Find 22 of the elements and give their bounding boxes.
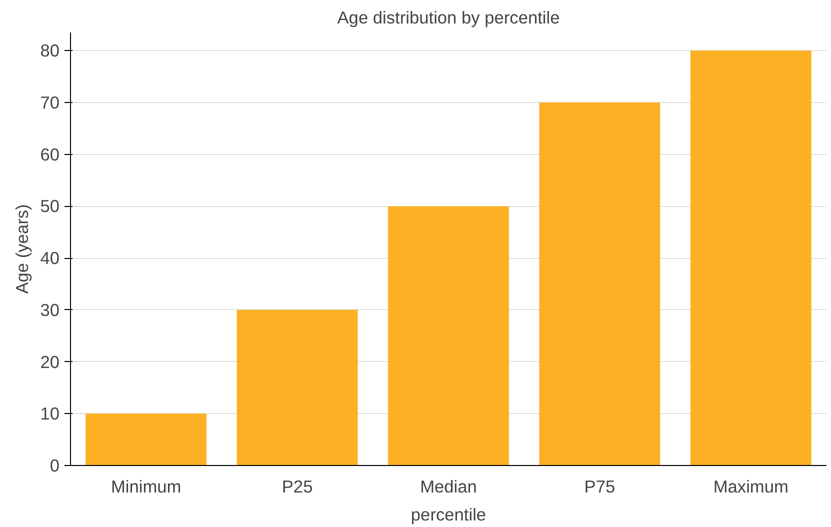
y-tick-label: 30 (40, 300, 60, 320)
bar (539, 102, 660, 466)
bar (86, 414, 207, 466)
y-axis-title: Age (years) (12, 204, 32, 294)
x-tick-label: P25 (282, 476, 313, 496)
x-tick-label: P75 (584, 476, 616, 496)
y-tick-label: 0 (50, 456, 60, 476)
x-axis-title: percentile (410, 504, 486, 524)
y-tick-label: 60 (40, 144, 60, 164)
x-tick-label: Median (420, 476, 477, 496)
y-tick-label: 80 (40, 40, 60, 61)
y-tick-label: 20 (40, 352, 60, 372)
y-tick-label: 10 (40, 404, 60, 424)
x-tick-label: Minimum (110, 476, 182, 496)
y-tick-label: 50 (40, 196, 60, 216)
y-tick-label: 70 (40, 92, 60, 113)
bar (388, 206, 509, 466)
bar (690, 50, 812, 466)
x-tick-label: Maximum (713, 476, 788, 496)
bar (236, 310, 358, 466)
chart-title: Age distribution by percentile (337, 8, 560, 28)
y-tick-label: 40 (40, 248, 60, 268)
